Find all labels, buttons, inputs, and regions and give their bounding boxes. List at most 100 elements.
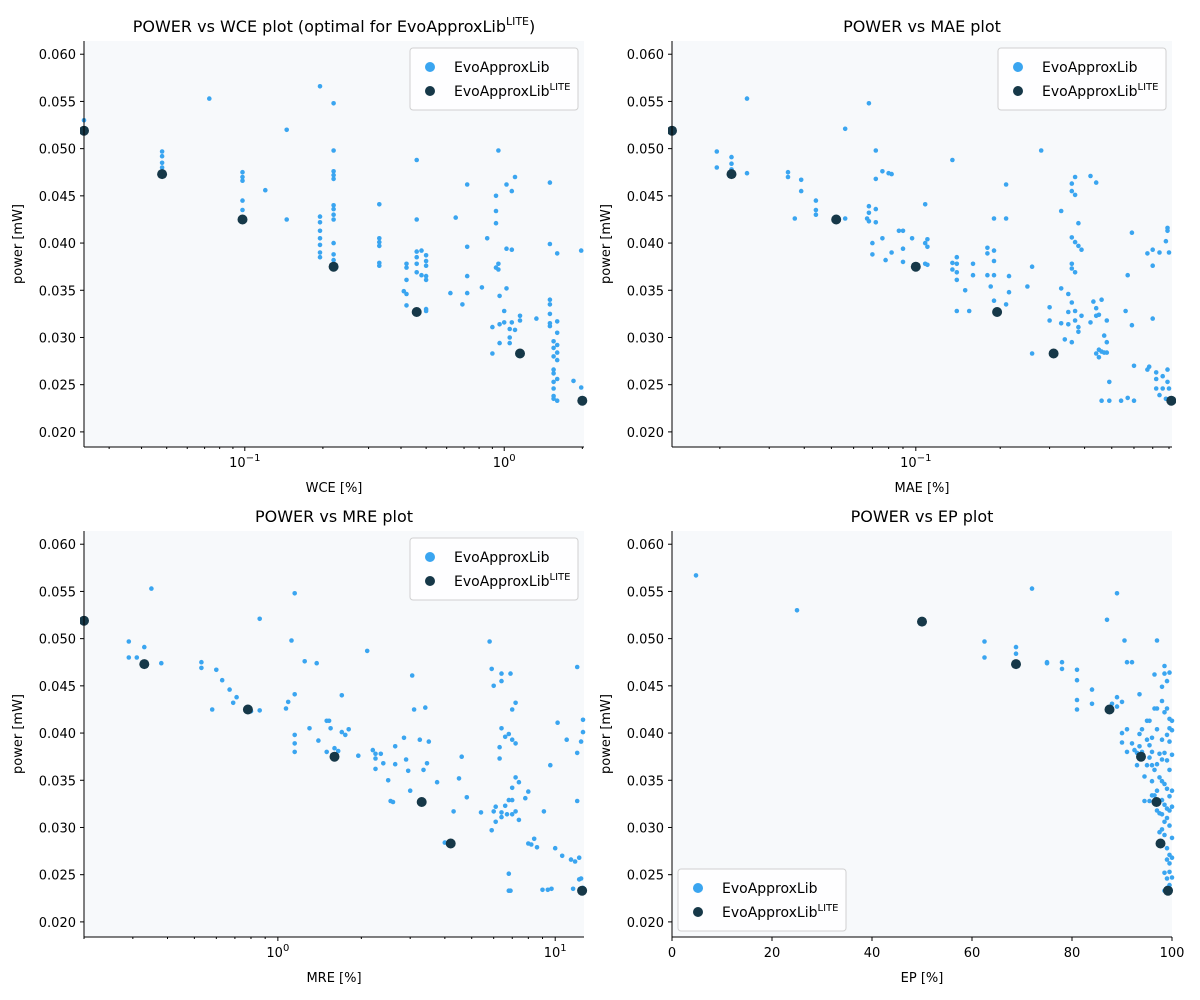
x-tick-exponent: 1 — [560, 943, 566, 954]
point-evoapproxlib — [962, 288, 968, 293]
point-evoapproxlib — [493, 220, 499, 226]
point-evoapproxlib — [1093, 305, 1099, 311]
point-evoapproxlib — [370, 747, 376, 753]
point-evoapproxlib — [954, 308, 960, 314]
point-evoapproxlib — [497, 744, 502, 750]
point-evoapproxlib — [547, 180, 553, 185]
point-evoapproxlib — [423, 273, 429, 279]
data-points — [668, 96, 1176, 406]
point-evoapproxlib — [547, 323, 553, 329]
point-evoapproxlib — [1104, 318, 1110, 323]
point-evoapproxlib — [1153, 376, 1159, 382]
point-evoapproxlib — [373, 766, 378, 772]
point-evoapproxlib — [1091, 299, 1096, 304]
point-evoapproxlib — [991, 298, 997, 304]
point-evoapproxlib — [421, 767, 426, 773]
point-evoapproxlib — [1160, 386, 1165, 391]
point-evoapproxlib — [1101, 333, 1107, 338]
y-tick-label: 0.030 — [39, 821, 76, 836]
point-evoapproxlib — [554, 330, 560, 336]
y-tick-label: 0.045 — [627, 190, 664, 205]
point-evoapproxlib — [551, 396, 556, 402]
chart-title-main: POWER vs WCE plot (optimal for EvoApprox… — [133, 17, 506, 36]
point-evoapproxlib — [346, 727, 352, 732]
point-evoapproxlib — [1074, 697, 1080, 703]
point-evoapproxlib-lite — [328, 261, 339, 272]
point-evoapproxlib — [1137, 731, 1142, 737]
point-evoapproxlib — [423, 258, 429, 264]
point-evoapproxlib — [332, 745, 337, 751]
point-evoapproxlib — [423, 705, 428, 710]
point-evoapproxlib — [794, 608, 800, 613]
y-axis-label: power [mW] — [599, 694, 614, 774]
x-tick-label: 80 — [1064, 946, 1081, 961]
point-evoapproxlib — [578, 876, 584, 881]
y-tick-label: 0.050 — [39, 633, 76, 648]
point-evoapproxlib — [516, 779, 522, 785]
point-evoapproxlib — [1047, 318, 1052, 323]
point-evoapproxlib — [390, 799, 396, 805]
point-evoapproxlib — [1142, 798, 1147, 804]
x-tick-base: 10 — [229, 456, 246, 471]
point-evoapproxlib — [1119, 730, 1125, 736]
data-points — [693, 573, 1175, 896]
point-evoapproxlib — [1154, 706, 1160, 711]
point-evoapproxlib — [489, 666, 495, 672]
point-evoapproxlib — [292, 591, 298, 596]
point-evoapproxlib — [502, 803, 508, 809]
x-tick-base: 10 — [493, 456, 510, 471]
point-evoapproxlib — [126, 639, 132, 644]
point-evoapproxlib — [900, 259, 906, 265]
point-evoapproxlib — [507, 335, 512, 340]
x-axis-label: EP [%] — [901, 971, 944, 986]
point-evoapproxlib — [1146, 364, 1152, 370]
chart-title: POWER vs MAE plot — [843, 17, 1001, 36]
point-evoapproxlib — [1157, 775, 1162, 780]
point-evoapproxlib — [159, 149, 165, 154]
point-evoapproxlib — [1167, 794, 1172, 799]
point-evoapproxlib — [1164, 857, 1170, 862]
point-evoapproxlib — [381, 761, 386, 766]
point-evoapproxlib — [954, 254, 960, 260]
point-evoapproxlib — [559, 853, 565, 859]
point-evoapproxlib — [240, 169, 245, 175]
point-evoapproxlib — [866, 210, 872, 216]
point-evoapproxlib — [1089, 687, 1095, 692]
chart-title-suffix: ) — [529, 17, 535, 36]
point-evoapproxlib — [240, 174, 245, 180]
point-evoapproxlib — [513, 775, 518, 780]
point-evoapproxlib — [714, 149, 720, 154]
point-evoapproxlib — [580, 717, 586, 723]
point-evoapproxlib — [501, 320, 507, 325]
legend-marker-evoapproxlib — [425, 552, 435, 562]
point-evoapproxlib — [314, 660, 320, 666]
point-evoapproxlib — [509, 812, 515, 817]
point-evoapproxlib — [870, 240, 875, 246]
point-evoapproxlib — [493, 208, 499, 214]
x-tick-label: 100 — [266, 943, 289, 961]
point-evoapproxlib — [504, 286, 509, 291]
y-tick-label: 0.045 — [39, 680, 76, 695]
point-evoapproxlib — [813, 212, 819, 217]
point-evoapproxlib — [257, 616, 263, 622]
point-evoapproxlib — [134, 655, 140, 660]
point-evoapproxlib — [392, 744, 398, 749]
point-evoapproxlib — [889, 171, 894, 177]
point-evoapproxlib — [785, 169, 791, 175]
point-evoapproxlib — [982, 639, 987, 644]
point-evoapproxlib — [574, 750, 580, 756]
point-evoapproxlib-lite — [329, 751, 340, 762]
point-evoapproxlib — [744, 170, 750, 176]
point-evoapproxlib — [509, 188, 515, 194]
point-evoapproxlib — [507, 340, 512, 346]
chart-title-main: POWER vs MRE plot — [255, 507, 413, 526]
point-evoapproxlib — [504, 182, 509, 187]
point-evoapproxlib — [1122, 638, 1127, 643]
point-evoapproxlib — [497, 340, 502, 346]
point-evoapproxlib — [456, 776, 462, 781]
point-evoapproxlib — [574, 664, 580, 670]
y-tick-label: 0.050 — [627, 143, 664, 158]
point-evoapproxlib — [866, 101, 872, 106]
point-evoapproxlib — [417, 737, 423, 742]
